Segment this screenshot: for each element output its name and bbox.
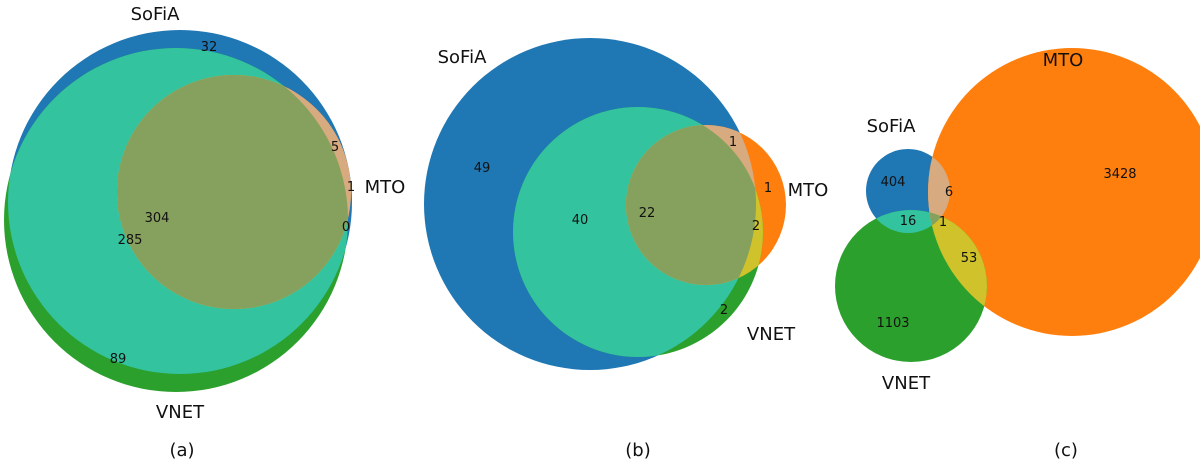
count-vnet-only: 2 bbox=[720, 303, 728, 318]
panel-caption: (a) bbox=[169, 440, 194, 461]
count-sofia-only: 404 bbox=[881, 175, 906, 190]
count-sofia-mto: 1 bbox=[729, 135, 737, 150]
panel-caption: (b) bbox=[625, 440, 650, 461]
count-mto-vnet: 0 bbox=[342, 220, 350, 235]
mto-label: MTO bbox=[788, 180, 829, 201]
count-sofia-vnet: 16 bbox=[900, 214, 917, 229]
mto-circle bbox=[928, 48, 1200, 336]
vnet-label: VNET bbox=[747, 324, 796, 345]
count-mto-vnet: 2 bbox=[752, 219, 760, 234]
panel-caption: (c) bbox=[1054, 440, 1078, 461]
venn-panel-c: SoFiA MTO VNET 404 6 3428 16 1 53 1103 (… bbox=[835, 48, 1200, 461]
count-mto-only: 1 bbox=[347, 180, 355, 195]
count-sofia-mto: 6 bbox=[945, 185, 953, 200]
vnet-label: VNET bbox=[882, 373, 931, 394]
count-mto-vnet: 53 bbox=[961, 251, 978, 266]
mto-label: MTO bbox=[365, 177, 406, 198]
count-sofia-only: 49 bbox=[474, 161, 491, 176]
all-three-overlap bbox=[626, 125, 756, 285]
count-sofia-mto: 5 bbox=[331, 140, 339, 155]
count-sofia-vnet: 285 bbox=[118, 233, 143, 248]
sofia-circle bbox=[866, 149, 950, 233]
sofia-label: SoFiA bbox=[438, 47, 487, 68]
count-sofia-vnet: 40 bbox=[572, 213, 589, 228]
count-vnet-only: 1103 bbox=[876, 316, 909, 331]
sofia-label: SoFiA bbox=[867, 116, 916, 137]
count-all-three: 1 bbox=[939, 215, 947, 230]
count-all-three: 22 bbox=[639, 206, 656, 221]
count-mto-only: 3428 bbox=[1103, 167, 1136, 182]
count-all-three: 304 bbox=[145, 211, 170, 226]
vnet-label: VNET bbox=[156, 402, 205, 423]
sofia-label: SoFiA bbox=[131, 4, 180, 25]
venn-panel-b: SoFiA MTO VNET 49 40 22 1 1 2 2 (b) bbox=[424, 38, 828, 461]
count-sofia-only: 32 bbox=[201, 40, 218, 55]
venn-panel-a: SoFiA MTO VNET 32 5 1 0 304 285 89 (a) bbox=[4, 4, 405, 461]
mto-label: MTO bbox=[1043, 50, 1084, 71]
count-vnet-only: 89 bbox=[110, 352, 127, 367]
count-mto-only: 1 bbox=[764, 181, 772, 196]
